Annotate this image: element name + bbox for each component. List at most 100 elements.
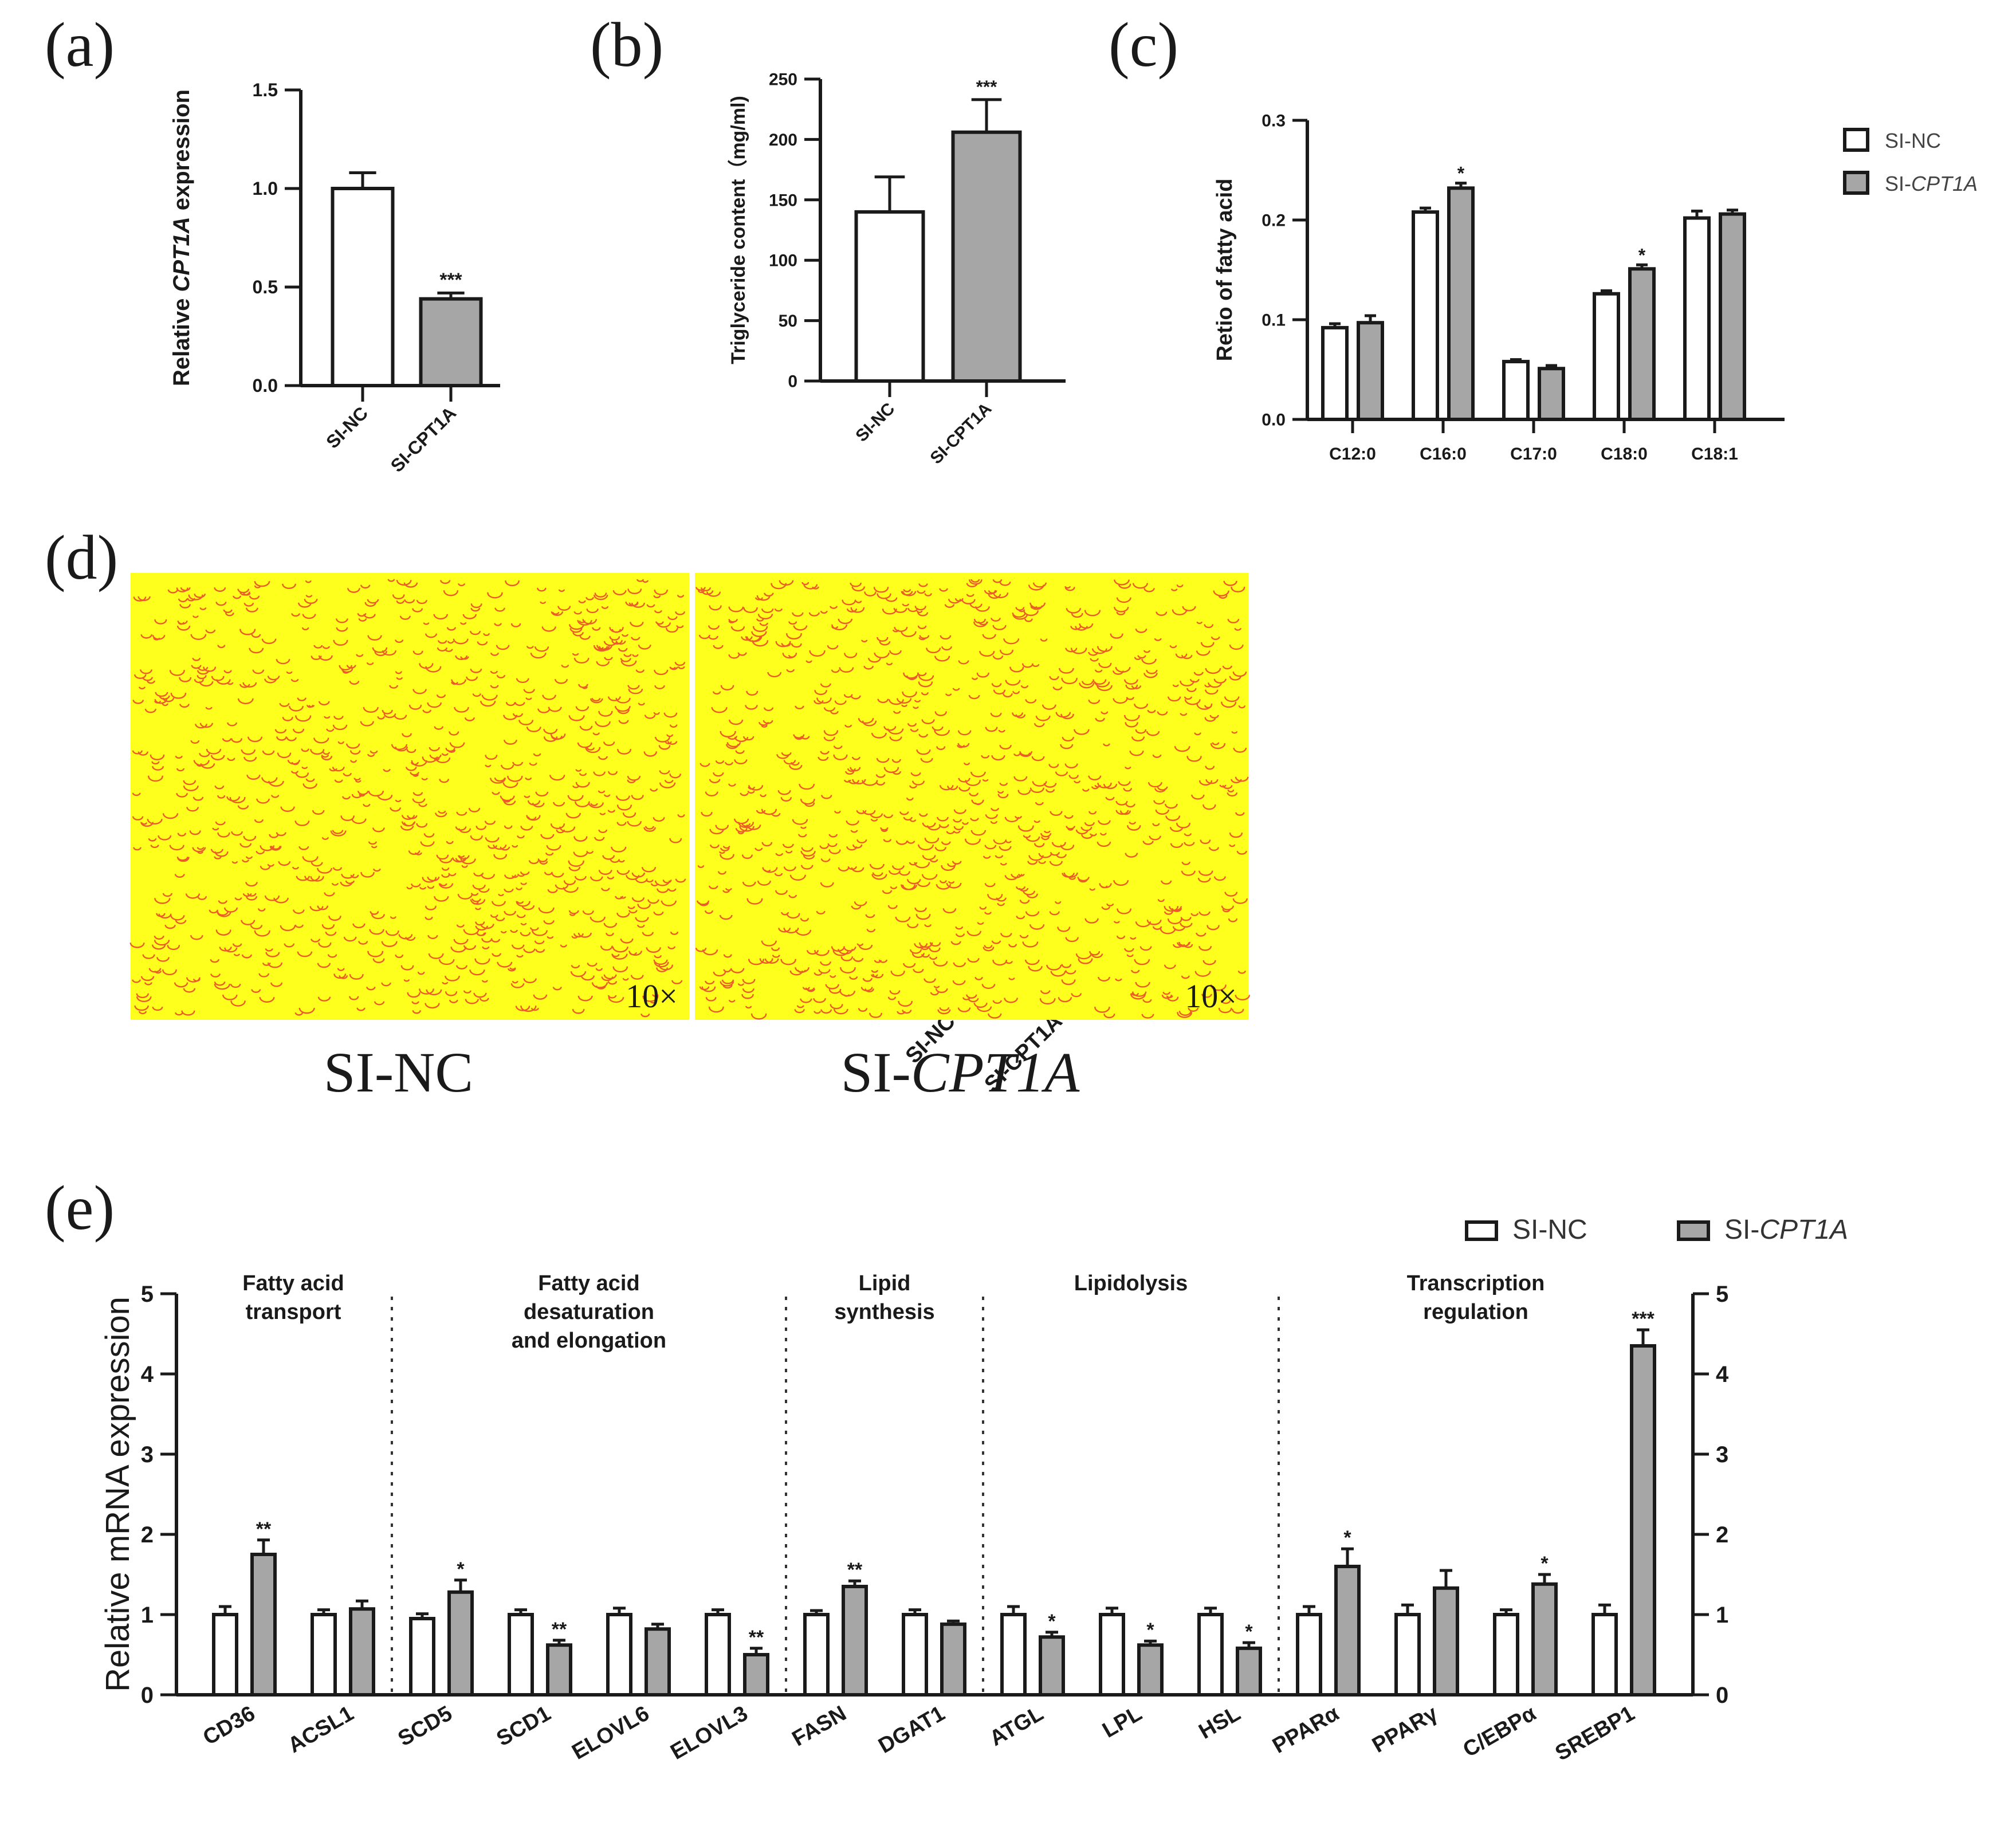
panel-e-x-tick-label: C/EBPα: [1459, 1701, 1541, 1762]
panel-c-legend-swatch: [1843, 171, 1869, 195]
panel-e-significance: *: [457, 1558, 465, 1580]
panel-b-x-tick-label: SI-NC: [852, 399, 898, 446]
panel-e-bar: [1394, 1613, 1421, 1697]
panel-e-y2-tick-label: 5: [1716, 1282, 1728, 1307]
panel-a-y-tick-label: 1.5: [253, 80, 278, 100]
micrograph-background: [695, 573, 1248, 1020]
panel-c-bar: [1321, 325, 1349, 421]
micrograph-label-prefix: SI-: [324, 1040, 394, 1104]
panel-c-x-tick-label: C12:0: [1329, 445, 1376, 464]
panel-e-legend-swatch: [1465, 1220, 1498, 1241]
panel-b-y-tick-label: 100: [769, 252, 797, 270]
panel-c-y-label: Retio of fatty acid: [1213, 179, 1237, 362]
panel-c-legend-label: SI-NC: [1885, 129, 1941, 152]
panel-e-bar: [1039, 1635, 1065, 1697]
panel-e-group-label: Fatty acid: [242, 1271, 344, 1295]
panel-e-y2-tick-label: 4: [1716, 1362, 1729, 1387]
panel-e-legend-prefix: SI-: [1512, 1215, 1547, 1245]
panel-letter-e: (e): [45, 1173, 115, 1243]
panel-e-bar: [1236, 1646, 1262, 1697]
panel-e-x-tick-label: ACSL1: [284, 1701, 358, 1758]
panel-e-group-label: desaturation: [524, 1300, 654, 1324]
panel-e-group-label: Transcription: [1407, 1271, 1545, 1295]
panel-a-y-label: Relative CPT1A expression: [169, 89, 194, 386]
panel-c-significance: *: [1457, 163, 1465, 184]
panel-e-bar: [803, 1613, 830, 1697]
panel-letter-d: (d): [45, 523, 118, 592]
panel-c-x-tick-label: C18:1: [1691, 445, 1738, 464]
panel-e-group-label: regulation: [1423, 1300, 1528, 1324]
panel-e-bar: [311, 1613, 337, 1697]
panel-c-bar: [1593, 292, 1620, 422]
panel-e-bar: [250, 1553, 277, 1697]
panel-e-bar: [940, 1622, 966, 1697]
panel-e-x-tick-label: PPARα: [1268, 1701, 1343, 1758]
panel-e-group-label: Lipidolysis: [1074, 1271, 1188, 1295]
lipid-droplets: [695, 579, 1251, 1020]
panel-e-bar: [842, 1585, 868, 1697]
panel-e-significance: *: [1343, 1527, 1351, 1549]
micrograph-label: SI-NC: [324, 1040, 473, 1104]
panel-b-y-tick-label: 50: [779, 312, 797, 331]
panel-c-bar: [1447, 186, 1475, 421]
panel-c-legend-prefix: SI-: [1885, 172, 1911, 195]
panel-e-y-tick-label: 5: [141, 1282, 154, 1307]
panel-e-bar: [1531, 1582, 1558, 1697]
panel-b-significance: ***: [976, 76, 998, 97]
panel-letter-c: (c): [1109, 10, 1178, 80]
panel-b-y-tick-label: 250: [769, 70, 797, 89]
lipid-droplets: [129, 579, 686, 1018]
panel-e-legend-prefix: SI-: [1724, 1215, 1759, 1245]
panel-letter-a: (a): [45, 10, 115, 80]
panel-e-legend-swatch: [1677, 1220, 1710, 1241]
panel-e-x-tick-label: ELOVL3: [666, 1701, 752, 1764]
panel-e-bar: [349, 1607, 375, 1697]
panel-a-bar: [331, 187, 395, 387]
panel-a-y-tick-label: 0.0: [253, 375, 278, 396]
panel-e-bar: [1334, 1565, 1361, 1697]
panel-c-legend-label: SI-CPT1A: [1885, 172, 1978, 195]
panel-letter-b: (b): [590, 10, 663, 80]
panel-c-y-tick-label: 0.0: [1262, 411, 1286, 430]
panel-e-significance: **: [552, 1619, 567, 1640]
panel-e-significance: **: [256, 1518, 272, 1540]
panel-e-x-tick-label: CD36: [199, 1701, 259, 1750]
panel-c-significance: *: [1638, 245, 1646, 265]
magnification-label: 10×: [626, 977, 678, 1015]
panel-e-legend-name: NC: [1547, 1215, 1587, 1245]
panel-c-legend-name: CPT1A: [1911, 172, 1978, 195]
panel-e-bar: [1137, 1643, 1164, 1697]
panel-c-legend-name: NC: [1911, 129, 1941, 152]
panel-b-bar: [951, 130, 1022, 383]
panel-e-bar: [705, 1613, 731, 1697]
panel-e-x-tick-label: ATGL: [985, 1701, 1047, 1751]
panel-e-x-tick-label: SCD1: [493, 1701, 555, 1751]
micrograph-label: SI-CPT1A: [841, 1040, 1080, 1104]
panel-e-bar: [447, 1590, 474, 1697]
panel-b: 0 50 100 150 200 250 SI-NC SI-CPT1A *** Triglycer…: [727, 70, 1066, 468]
panel-e-significance: *: [1048, 1611, 1056, 1632]
panel-e-x-tick-label: PPARγ: [1368, 1701, 1441, 1757]
panel-c-y-tick-label: 0.1: [1262, 311, 1286, 330]
panel-c-legend-prefix: SI-: [1885, 129, 1911, 152]
panel-b-x-tick-label: SI-CPT1A: [926, 399, 995, 468]
panel-e-y-tick-label: 4: [141, 1362, 154, 1387]
panel-e-bar: [1433, 1586, 1459, 1697]
panel-e-bar: [1099, 1613, 1125, 1697]
panel-e-significance: ***: [1632, 1308, 1655, 1330]
panel-e-x-tick-label: HSL: [1195, 1701, 1245, 1743]
panel-b-y-label: Triglyceride content（mg/ml): [727, 96, 749, 364]
panel-e-significance: *: [1245, 1621, 1253, 1643]
panel-c-x-tick-label: C17:0: [1510, 445, 1557, 464]
panel-e-bar: [1197, 1613, 1224, 1697]
panel-a-x-tick-label: SI-CPT1A: [387, 402, 461, 476]
micrograph-label-prefix: SI-: [841, 1040, 911, 1104]
panel-e-significance: **: [847, 1559, 863, 1581]
panel-b-y-tick-label: 0: [788, 372, 797, 391]
panel-a-x-tick-label: SI-NC: [322, 402, 372, 452]
panel-c-bar: [1357, 321, 1384, 421]
panel-c-bar: [1683, 216, 1711, 421]
panel-e-y-tick-label: 1: [141, 1603, 154, 1628]
